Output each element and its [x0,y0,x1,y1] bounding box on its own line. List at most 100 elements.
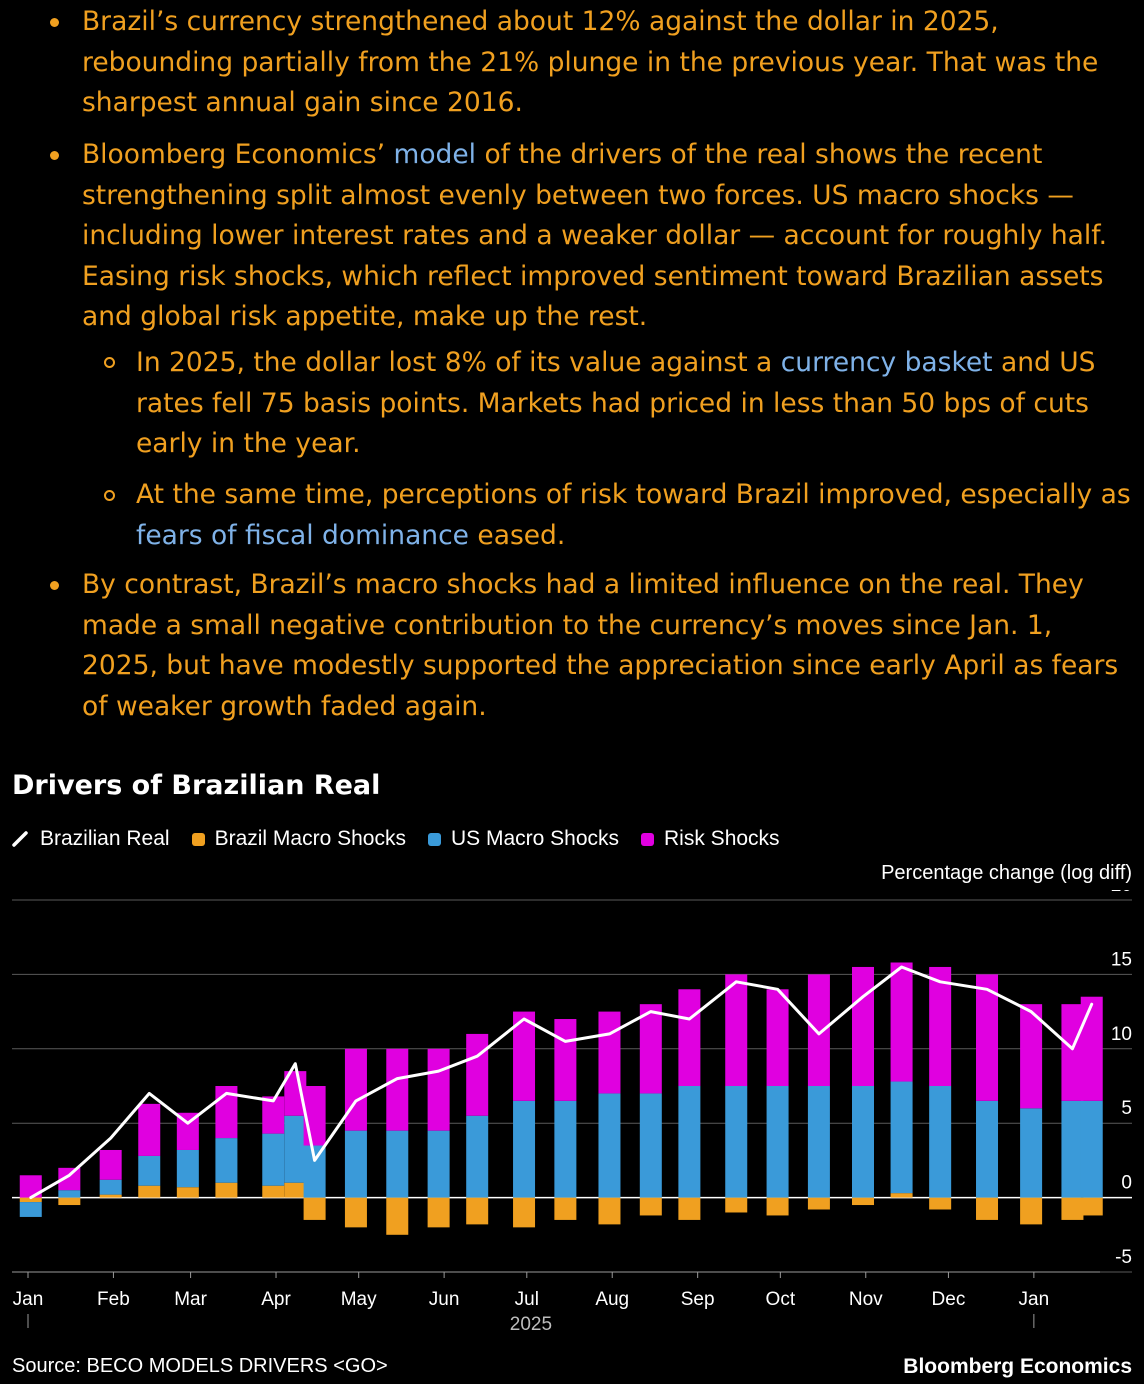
blue-swatch-icon [427,832,441,846]
year-label: 2025 [510,1314,552,1335]
chart-legend: Brazilian Real Brazil Macro Shocks US Ma… [12,824,802,854]
bar-brazil-macro [176,1187,199,1198]
brazilian-real-line [29,965,1094,1200]
bar-us-macro [766,1086,789,1198]
bar-brazil-macro [929,1197,952,1210]
legend-label: US Macro Shocks [450,827,620,850]
x-tick-label: Apr [261,1289,291,1310]
bar-risk [1080,996,1103,1101]
bar-brazil-macro [427,1197,450,1228]
orange-swatch-icon [191,832,205,846]
bar-us-macro [262,1133,285,1186]
bar-us-macro [58,1190,81,1198]
bar-risk [807,974,830,1086]
x-tick-label: Jul [515,1289,539,1310]
bar-us-macro [99,1179,122,1195]
bar-risk [976,974,999,1101]
sub-bullet-1: In 2025, the dollar lost 8% of its value… [136,343,1136,465]
bar-brazil-macro [766,1197,789,1216]
source-note: Source: BECO MODELS DRIVERS <GO> [12,1355,388,1377]
sub-bullet-1-text-end: and US rates fell 75 basis points. Marke… [136,347,1096,459]
bar-us-macro [976,1100,999,1198]
bar-brazil-macro [1061,1197,1084,1220]
bullet-2-text-end: of the drivers of the real shows the rec… [82,139,1108,332]
bar-brazil-macro [852,1197,875,1206]
sub-bullet-1-text-start: In 2025, the dollar lost 8% of its value… [136,347,781,378]
bar-risk [725,974,748,1086]
sub-bullet-ring [104,357,115,368]
bar-risk [890,962,913,1082]
legend-item-brazil-macro-shocks: Brazil Macro Shocks [191,827,406,851]
line-swatch-icon [12,831,28,847]
x-tick-label: May [341,1289,377,1310]
bar-us-macro [678,1086,701,1198]
bar-brazil-macro [262,1185,285,1198]
bar-risk [284,1071,307,1116]
magenta-swatch-icon [641,832,655,846]
model-link[interactable]: model [393,139,477,170]
bar-us-macro [554,1100,577,1198]
y-axis-label: Percentage change (log diff) [881,862,1132,884]
bar-risk [852,966,875,1086]
bar-brazil-macro [807,1197,830,1210]
y-tick-label: 20 [1111,890,1132,896]
legend-item-risk-shocks: Risk Shocks [641,827,780,851]
sub-bullet-2: At the same time, perceptions of risk to… [136,475,1136,556]
bar-us-macro [176,1149,199,1188]
bar-risk [58,1167,81,1191]
legend-label: Brazil Macro Shocks [214,827,406,850]
legend-item-us-macro-shocks: US Macro Shocks [427,827,620,851]
currency-basket-link[interactable]: currency basket [780,347,993,378]
bullet-dot [50,18,59,27]
bar-us-macro [513,1100,536,1198]
legend-label: Risk Shocks [664,827,780,850]
bar-risk [1061,1004,1084,1101]
sub-bullet-2-text-start: At the same time, perceptions of risk to… [136,479,1131,510]
bar-brazil-macro [639,1197,662,1216]
bar-us-macro [344,1130,367,1198]
bar-layer [19,962,1103,1235]
bar-risk [639,1004,662,1094]
bar-risk [427,1048,450,1131]
bar-brazil-macro [976,1197,999,1220]
bar-risk [344,1048,367,1131]
bar-risk [929,966,952,1086]
bar-brazil-macro [598,1197,621,1225]
bar-us-macro [1080,1100,1103,1198]
chart-title: Drivers of Brazilian Real [12,770,381,801]
bar-us-macro [598,1093,621,1198]
bar-us-macro [725,1086,748,1198]
y-tick-label: -5 [1115,1247,1132,1268]
x-tick-label: Jun [429,1289,460,1310]
bar-brazil-macro [725,1197,748,1213]
bar-brazil-macro [19,1197,42,1203]
bar-risk [766,989,789,1086]
fiscal-dominance-link[interactable]: fears of fiscal dominance [136,519,469,551]
bullet-3: By contrast, Brazil’s macro shocks had a… [82,569,1119,722]
bar-brazil-macro [1020,1197,1043,1225]
bar-us-macro [284,1115,307,1183]
y-tick-label: 15 [1111,949,1132,970]
bar-us-macro [852,1086,875,1198]
bar-risk [678,989,701,1086]
bar-brazil-macro [284,1182,307,1198]
y-tick-label: 5 [1121,1098,1132,1119]
bar-risk [513,1011,536,1101]
bar-us-macro [386,1130,409,1198]
bar-us-macro [466,1115,489,1198]
sub-bullet-2-text-end: eased. [468,519,566,551]
bar-risk [262,1096,285,1134]
bar-risk [19,1175,42,1198]
bullet-dot [50,151,59,160]
bar-risk [554,1019,577,1101]
bar-brazil-macro [466,1197,489,1225]
bar-brazil-macro [303,1197,326,1220]
y-tick-label: 10 [1111,1024,1132,1045]
bar-us-macro [215,1138,238,1183]
bar-risk [386,1048,409,1131]
bar-risk [138,1103,161,1156]
bar-brazil-macro [138,1185,161,1198]
bar-brazil-macro [678,1197,701,1220]
bar-risk [1020,1004,1043,1109]
bullet-dot [50,581,59,590]
